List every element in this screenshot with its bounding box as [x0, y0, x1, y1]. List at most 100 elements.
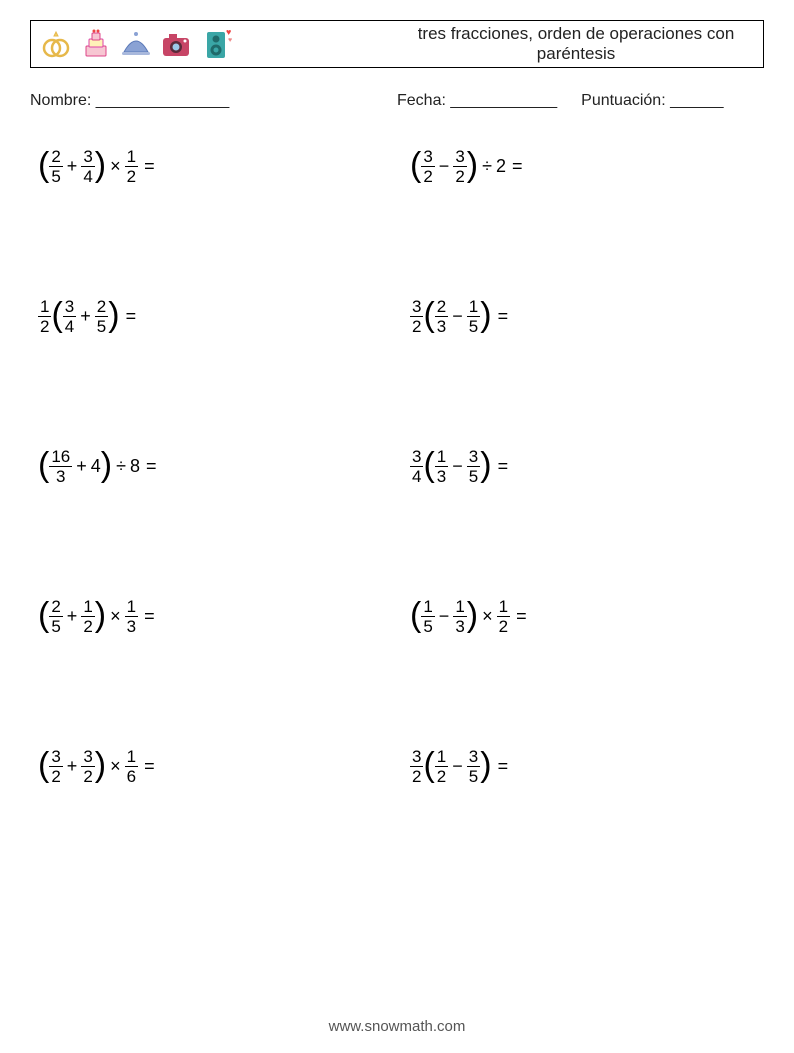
fraction: 12 — [435, 748, 448, 785]
operator: − — [448, 456, 467, 477]
cake-icon — [77, 25, 115, 63]
denominator: 4 — [63, 317, 76, 335]
numerator: 1 — [125, 598, 138, 617]
denominator: 5 — [49, 617, 62, 635]
fraction: 25 — [95, 298, 108, 335]
fraction: 12 — [125, 148, 138, 185]
equals: = — [492, 756, 509, 777]
fraction: 15 — [467, 298, 480, 335]
svg-text:♥: ♥ — [228, 37, 232, 44]
numerator: 1 — [435, 448, 448, 467]
denominator: 2 — [81, 617, 94, 635]
operator: + — [72, 456, 91, 477]
denominator: 2 — [421, 167, 434, 185]
rings-icon — [37, 25, 75, 63]
operator: × — [478, 606, 497, 627]
score-field: Puntuación: ______ — [581, 92, 723, 110]
fraction: 32 — [49, 748, 62, 785]
problem: 12(34+25)= — [30, 294, 392, 338]
numerator: 1 — [453, 598, 466, 617]
footer-url: www.snowmath.com — [0, 1018, 794, 1035]
denominator: 2 — [497, 617, 510, 635]
fraction: 35 — [467, 448, 480, 485]
fraction: 25 — [49, 598, 62, 635]
cloche-icon — [117, 25, 155, 63]
fraction: 15 — [421, 598, 434, 635]
operator: ÷ — [478, 156, 496, 177]
problems-grid: (25+34)×12=(32−32)÷2=12(34+25)=32(23−15)… — [30, 144, 764, 788]
problem: (32+32)×16= — [30, 744, 392, 788]
problem: (32−32)÷2= — [402, 144, 764, 188]
denominator: 2 — [453, 167, 466, 185]
numerator: 1 — [125, 748, 138, 767]
fraction: 32 — [81, 748, 94, 785]
numerator: 3 — [467, 748, 480, 767]
numerator: 3 — [410, 748, 423, 767]
numerator: 1 — [125, 148, 138, 167]
fraction: 32 — [410, 298, 423, 335]
numerator: 16 — [49, 448, 72, 467]
fraction: 32 — [410, 748, 423, 785]
equals: = — [138, 606, 155, 627]
fraction: 25 — [49, 148, 62, 185]
operator: + — [63, 606, 82, 627]
denominator: 3 — [435, 317, 448, 335]
numerator: 3 — [63, 298, 76, 317]
worksheet-title: tres fracciones, orden de operaciones co… — [397, 24, 755, 65]
equals: = — [506, 156, 523, 177]
denominator: 5 — [467, 317, 480, 335]
denominator: 4 — [81, 167, 94, 185]
speaker-icon: ♥ ♥ — [197, 25, 235, 63]
header-icons: ♥ ♥ — [31, 25, 235, 63]
denominator: 2 — [125, 167, 138, 185]
denominator: 5 — [49, 167, 62, 185]
denominator: 5 — [467, 467, 480, 485]
equals: = — [140, 456, 157, 477]
numerator: 2 — [49, 148, 62, 167]
equals: = — [138, 156, 155, 177]
numerator: 3 — [453, 148, 466, 167]
problem: 32(12−35)= — [402, 744, 764, 788]
numerator: 1 — [81, 598, 94, 617]
denominator: 2 — [435, 767, 448, 785]
numerator: 3 — [410, 298, 423, 317]
operator: − — [448, 756, 467, 777]
numerator: 2 — [49, 598, 62, 617]
denominator: 2 — [81, 767, 94, 785]
numerator: 3 — [81, 148, 94, 167]
operator: − — [435, 156, 454, 177]
fraction: 12 — [38, 298, 51, 335]
denominator: 6 — [125, 767, 138, 785]
svg-text:♥: ♥ — [226, 27, 231, 37]
equals: = — [510, 606, 527, 627]
operator: × — [106, 156, 125, 177]
date-field: Fecha: ____________ — [397, 92, 557, 110]
operator: − — [448, 306, 467, 327]
equals: = — [492, 306, 509, 327]
problem: (25+12)×13= — [30, 594, 392, 638]
numerator: 3 — [467, 448, 480, 467]
camera-icon — [157, 25, 195, 63]
denominator: 2 — [410, 767, 423, 785]
fraction: 13 — [435, 448, 448, 485]
problem: (163+4)÷8= — [30, 444, 392, 488]
numerator: 3 — [49, 748, 62, 767]
numerator: 2 — [95, 298, 108, 317]
equals: = — [492, 456, 509, 477]
denominator: 5 — [95, 317, 108, 335]
fraction: 12 — [497, 598, 510, 635]
problem: (25+34)×12= — [30, 144, 392, 188]
operator: × — [106, 606, 125, 627]
fraction: 16 — [125, 748, 138, 785]
numerator: 1 — [421, 598, 434, 617]
denominator: 3 — [125, 617, 138, 635]
numerator: 3 — [421, 148, 434, 167]
fraction: 34 — [81, 148, 94, 185]
denominator: 4 — [410, 467, 423, 485]
denominator: 3 — [435, 467, 448, 485]
denominator: 5 — [421, 617, 434, 635]
fraction: 13 — [125, 598, 138, 635]
operator: × — [106, 756, 125, 777]
fraction: 13 — [453, 598, 466, 635]
fraction: 32 — [453, 148, 466, 185]
